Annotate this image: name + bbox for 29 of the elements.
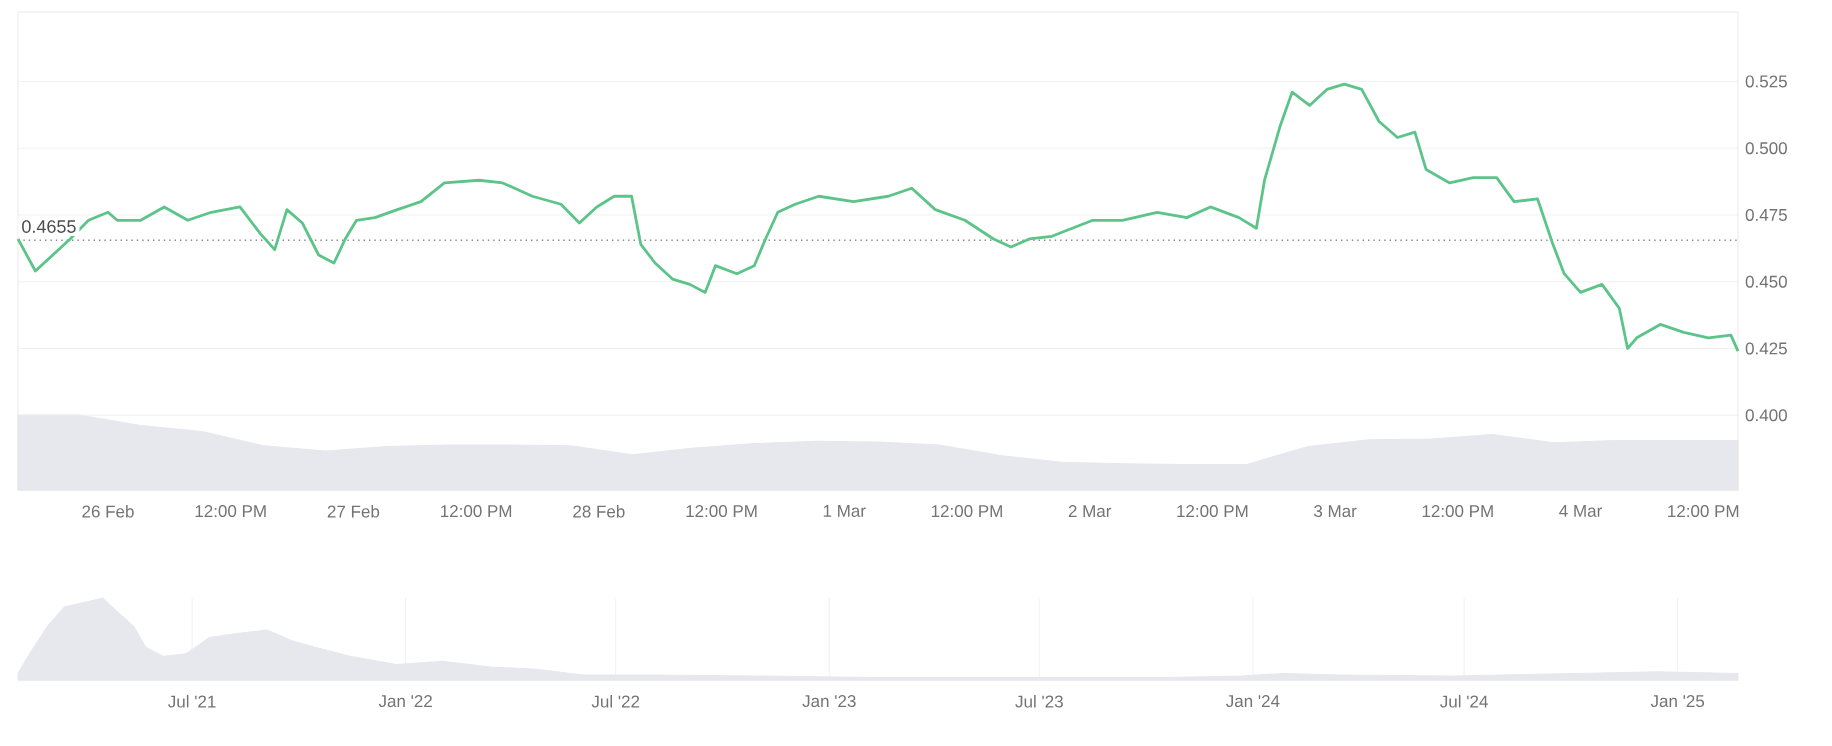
ref-line-label: 0.4655 xyxy=(22,220,76,233)
x-tick-label: 4 Mar xyxy=(1559,505,1602,517)
x-tick-label: 12:00 PM xyxy=(1422,505,1493,518)
y-tick-label: 0.425 xyxy=(1745,342,1787,355)
x-tick-label: 12:00 PM xyxy=(195,505,266,518)
y-tick-label: 0.500 xyxy=(1745,142,1787,155)
x-tick-label: 27 Feb xyxy=(327,505,380,518)
x-tick-label: Jul '22 xyxy=(591,695,640,708)
x-tick-label: 12:00 PM xyxy=(931,505,1002,518)
x-tick-label: 1 Mar xyxy=(823,505,866,517)
x-tick-label: 28 Feb xyxy=(573,505,625,518)
x-tick-label: Jul '23 xyxy=(1015,695,1063,708)
y-tick-label: 0.450 xyxy=(1745,275,1787,288)
x-tick-label: 26 Feb xyxy=(82,505,134,518)
x-tick-label: Jan '25 xyxy=(1650,695,1705,708)
y-tick-label: 0.525 xyxy=(1745,75,1787,88)
x-tick-label: Jul '24 xyxy=(1440,695,1488,708)
y-tick-label: 0.400 xyxy=(1745,409,1787,422)
x-tick-label: Jan '22 xyxy=(378,695,432,708)
y-tick-label: 0.475 xyxy=(1745,208,1787,221)
x-tick-label: 12:00 PM xyxy=(686,505,757,518)
x-tick-label: 12:00 PM xyxy=(441,505,512,518)
x-tick-label: 12:00 PM xyxy=(1177,505,1248,518)
x-tick-label: Jan '24 xyxy=(1225,695,1280,708)
x-tick-label: 2 Mar xyxy=(1068,505,1112,518)
x-tick-label: Jul '21 xyxy=(168,695,216,708)
x-tick-label: 12:00 PM xyxy=(1668,505,1739,518)
x-tick-label: 3 Mar xyxy=(1314,505,1357,518)
x-tick-label: Jan '23 xyxy=(802,695,856,708)
